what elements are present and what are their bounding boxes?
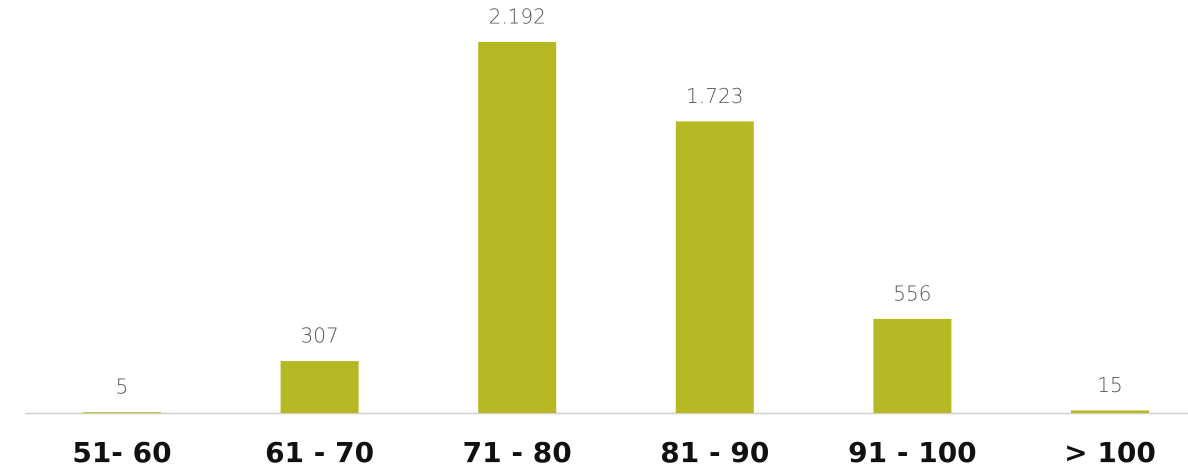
category-label: > 100 [1064, 436, 1156, 469]
value-label: 5 [116, 375, 129, 399]
bar [478, 42, 557, 413]
bar [873, 318, 952, 413]
bar [1071, 410, 1149, 413]
value-label: 2.192 [489, 5, 546, 29]
category-label: 91 - 100 [848, 436, 977, 469]
value-label: 307 [301, 324, 339, 348]
bar [83, 412, 161, 413]
category-label: 71 - 80 [463, 436, 572, 469]
value-label: 556 [893, 281, 931, 305]
category-label: 51- 60 [72, 436, 171, 469]
value-label: 1.723 [686, 84, 743, 108]
bar [280, 361, 359, 413]
category-label: 61 - 70 [265, 436, 374, 469]
category-label: 81 - 90 [660, 436, 769, 469]
value-label: 15 [1097, 373, 1122, 397]
bar [675, 121, 754, 414]
